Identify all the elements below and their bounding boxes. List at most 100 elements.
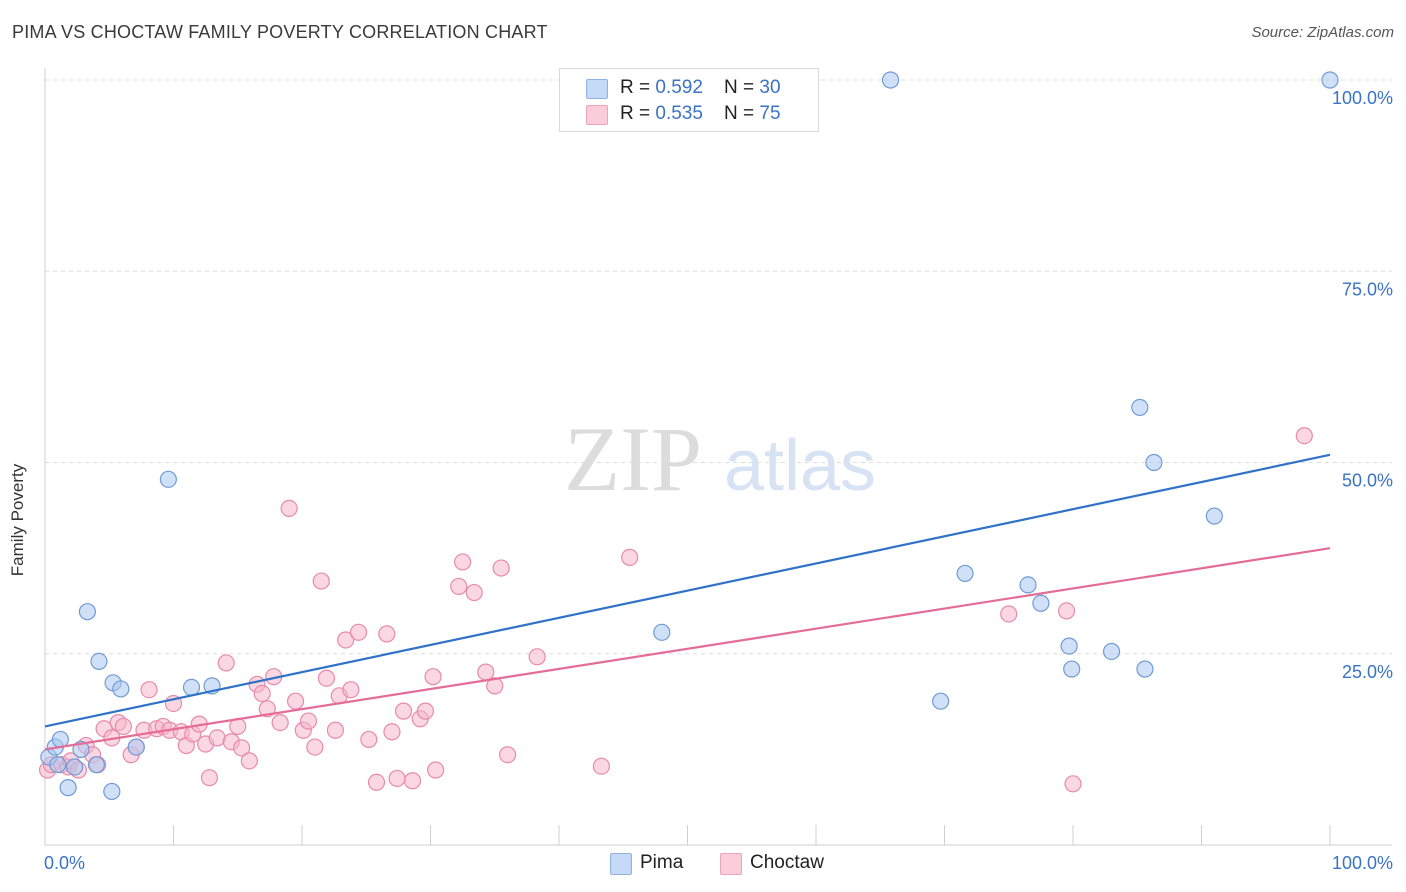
data-point <box>367 773 386 791</box>
trend-line-choctaw <box>44 547 1331 751</box>
data-point <box>1064 775 1082 793</box>
x-tick-label: 100.0% <box>1332 853 1393 873</box>
data-point <box>65 758 84 776</box>
data-point <box>200 769 219 787</box>
data-point <box>317 669 336 687</box>
tick-labels: 25.0% 50.0% 75.0% 100.0% 0.0% 100.0% <box>44 88 1393 873</box>
data-point <box>217 654 235 672</box>
data-point <box>1145 453 1163 472</box>
legend-text-choctaw: R = 0.535 N = 75 <box>620 103 781 125</box>
data-point <box>299 712 318 730</box>
legend-n-label: N = <box>724 103 760 124</box>
data-point <box>427 761 445 779</box>
bottom-legend-swatch-choctaw <box>720 853 742 875</box>
watermark-atlas: atlas <box>724 426 876 506</box>
data-point <box>1131 398 1149 417</box>
data-point <box>280 499 298 517</box>
data-point <box>306 738 324 756</box>
y-tick-label: 75.0% <box>1342 279 1393 299</box>
data-point <box>103 782 121 801</box>
data-point <box>1321 71 1339 89</box>
chart-title: PIMA VS CHOCTAW FAMILY POVERTY CORRELATI… <box>12 22 548 42</box>
data-point <box>956 564 974 583</box>
data-point <box>87 756 106 774</box>
legend-n-value: 30 <box>759 77 781 98</box>
data-point <box>932 692 950 710</box>
data-point <box>477 663 495 681</box>
data-point <box>403 772 422 790</box>
data-point <box>114 717 132 736</box>
data-point <box>1019 576 1037 594</box>
data-point <box>621 548 639 566</box>
axes <box>44 68 1392 846</box>
data-point <box>1057 602 1076 620</box>
y-tick-label: 100.0% <box>1332 88 1393 108</box>
data-point <box>78 603 97 621</box>
data-point <box>1032 594 1050 612</box>
data-point <box>653 623 671 641</box>
data-point <box>312 572 330 590</box>
data-point <box>454 553 472 571</box>
data-point <box>159 470 177 488</box>
legend-swatch-choctaw <box>586 105 608 125</box>
pima-points <box>40 71 1339 801</box>
data-point <box>1136 660 1154 678</box>
data-point <box>59 779 77 797</box>
y-axis-label: Family Poverty <box>8 463 27 577</box>
watermark: ZIP atlas <box>564 408 876 510</box>
data-point <box>140 681 158 699</box>
data-point <box>342 681 360 699</box>
data-point <box>127 738 145 756</box>
trend-line-pima <box>44 453 1331 728</box>
data-point <box>337 631 355 649</box>
data-point <box>492 559 510 577</box>
data-point <box>1102 642 1121 661</box>
data-point <box>240 752 258 770</box>
legend-text-pima: R = 0.592 N = 30 <box>620 77 781 99</box>
bottom-legend-label-choctaw: Choctaw <box>750 852 824 873</box>
data-point <box>1060 637 1078 655</box>
data-point <box>1205 507 1223 525</box>
data-point <box>208 729 226 747</box>
data-point <box>394 702 413 720</box>
data-point <box>286 692 305 710</box>
data-point <box>499 746 517 764</box>
data-point <box>182 678 201 697</box>
data-point <box>49 756 67 774</box>
x-tick-label: 0.0% <box>44 853 85 873</box>
data-point <box>528 648 546 666</box>
data-point <box>592 757 611 775</box>
bottom-legend-swatch-pima <box>610 853 632 875</box>
legend-n-value: 75 <box>759 103 781 124</box>
trend-lines <box>44 453 1331 751</box>
grid <box>45 79 1392 655</box>
data-point <box>271 713 289 732</box>
data-point <box>360 730 378 749</box>
data-point <box>416 702 434 720</box>
data-point <box>378 625 396 643</box>
y-tick-label: 25.0% <box>1342 662 1393 682</box>
data-point <box>112 680 130 698</box>
legend: R = 0.592 N = 30 R = 0.535 N = 75 <box>559 68 819 132</box>
data-point <box>1295 427 1313 445</box>
data-point <box>450 577 468 596</box>
data-point <box>1063 660 1081 678</box>
legend-r-value: 0.592 <box>655 77 703 98</box>
data-point <box>253 684 271 703</box>
legend-r-label: R = <box>620 103 656 124</box>
legend-n-label: N = <box>724 77 760 98</box>
data-point <box>90 652 108 671</box>
legend-swatch-pima <box>586 79 608 99</box>
bottom-legend-label-pima: Pima <box>640 852 684 873</box>
data-point <box>326 721 345 739</box>
legend-r-label: R = <box>620 77 656 98</box>
source-label: Source: ZipAtlas.com <box>1251 24 1394 41</box>
data-point <box>233 739 251 757</box>
data-point <box>1000 605 1018 623</box>
y-tick-label: 50.0% <box>1342 471 1393 491</box>
data-point <box>349 623 368 641</box>
data-point <box>388 769 406 788</box>
watermark-zip: ZIP <box>564 408 702 510</box>
data-point <box>383 723 401 741</box>
